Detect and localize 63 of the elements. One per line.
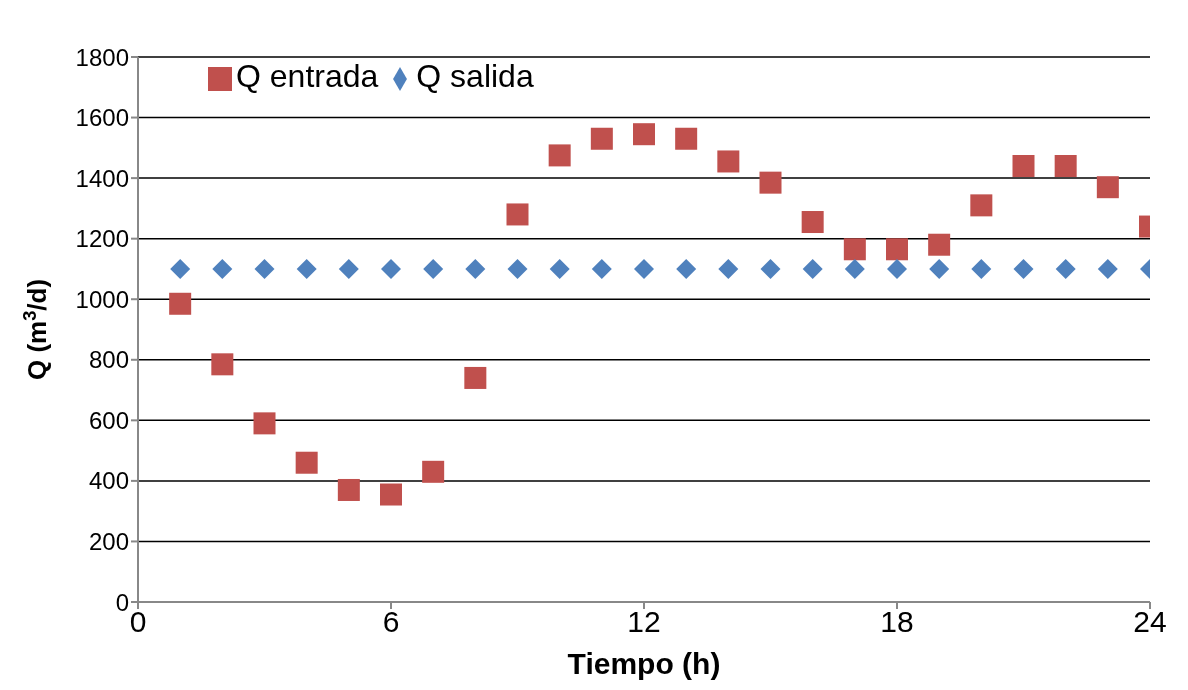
point <box>253 412 276 435</box>
point <box>843 238 866 261</box>
legend-label: Q salida <box>416 58 534 94</box>
point <box>844 258 865 279</box>
point <box>591 258 612 279</box>
point <box>1097 258 1118 279</box>
point <box>338 258 359 279</box>
point <box>759 171 782 194</box>
point <box>549 258 570 279</box>
y-tick-label: 0 <box>115 588 129 616</box>
point <box>1012 155 1035 177</box>
point <box>718 258 739 279</box>
point <box>634 258 654 279</box>
legend-label: Q entrada <box>236 58 379 94</box>
x-tick-label: 18 <box>880 605 914 639</box>
y-tick-label: 1600 <box>75 104 129 132</box>
point <box>465 258 486 279</box>
point <box>506 203 529 226</box>
point <box>970 194 993 217</box>
point <box>170 258 191 279</box>
y-tick-label: 1200 <box>75 225 129 253</box>
y-tick-label: 1000 <box>75 285 129 313</box>
point <box>381 258 401 279</box>
point <box>507 258 528 279</box>
y-tick-label: 200 <box>88 527 129 555</box>
x-axis-title: Tiempo (h) <box>567 647 721 680</box>
x-tick-label: 12 <box>627 605 661 639</box>
point <box>1013 258 1034 279</box>
point <box>212 258 233 279</box>
point <box>760 258 781 279</box>
point <box>295 451 318 474</box>
point <box>801 211 824 234</box>
point <box>675 127 698 150</box>
x-tick-label: 24 <box>1133 605 1167 639</box>
point <box>296 258 317 279</box>
point <box>423 258 444 279</box>
point <box>887 258 907 279</box>
point <box>802 258 823 279</box>
x-tick-label: 6 <box>382 605 400 639</box>
point <box>337 478 360 501</box>
point <box>928 233 951 256</box>
y-tick-label: 1800 <box>75 43 129 71</box>
point <box>676 258 697 279</box>
y-tick-label: 800 <box>88 346 129 374</box>
point <box>590 127 613 150</box>
point <box>1055 258 1076 279</box>
point <box>633 123 655 146</box>
y-tick-label: 600 <box>88 406 129 434</box>
point <box>169 292 192 315</box>
point <box>254 258 275 279</box>
point <box>1096 176 1119 199</box>
point <box>548 144 571 167</box>
point <box>380 483 402 506</box>
point <box>929 258 950 279</box>
point <box>971 258 992 279</box>
point <box>211 353 234 376</box>
y-tick-label: 1400 <box>75 164 129 192</box>
point <box>886 238 908 261</box>
point <box>422 460 445 483</box>
y-tick-label: 400 <box>88 467 129 495</box>
point <box>464 366 487 389</box>
point <box>717 150 740 173</box>
point <box>1054 155 1077 177</box>
